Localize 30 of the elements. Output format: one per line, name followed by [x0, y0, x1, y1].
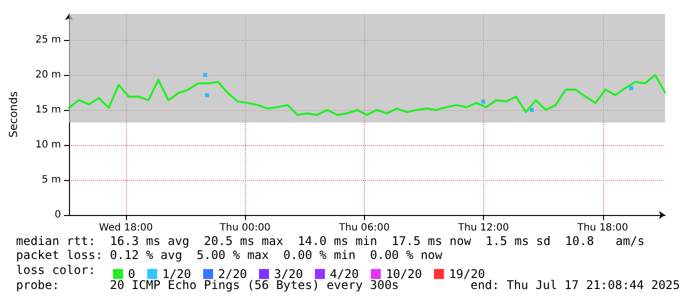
text: packet loss: 0.12 % avg 5.00 % max 0.00 % min 0.00 % now: [16, 248, 444, 262]
line-series: [68, 74, 666, 116]
x-tick-label: Thu 00:00: [218, 222, 271, 234]
point: [629, 86, 634, 90]
legend-label: 19/20: [448, 267, 486, 281]
y-tick-label: 0: [54, 210, 61, 220]
legend-label: 0: [128, 267, 136, 281]
legend-label: 10/20: [386, 267, 422, 281]
point: [530, 108, 534, 112]
x-tick-label: Thu 12:00: [457, 222, 509, 234]
legend-label: 4/20: [330, 267, 359, 281]
x-tick-label: Thu 18:00: [576, 222, 628, 234]
point: [205, 93, 210, 98]
y-tick-label: 10 m: [35, 139, 61, 150]
y-axis-title: Seconds: [7, 91, 20, 138]
y-tick-label: 25 m: [35, 34, 61, 46]
y-tick-label: 15 m: [35, 104, 61, 116]
legend-label: 1/20: [162, 267, 192, 281]
legend-title: loss color:: [16, 263, 96, 277]
point: [481, 100, 486, 104]
legend-label: 2/20: [218, 267, 248, 281]
point: [203, 72, 208, 77]
text: median rtt: 16.3 ms avg 20.5 ms max 14.0 ms min 17.5 ms now 1.5 ms sd 10.8 am/s: [16, 234, 645, 248]
x-tick-label: Wed 18:00: [99, 222, 153, 234]
text: end: Thu Jul 17 21:08:44 2025: [470, 278, 680, 292]
x-tick-label: Thu 06:00: [338, 222, 390, 234]
y-tick-label: 5 m: [42, 174, 61, 186]
y-tick-label: 20 m: [35, 69, 61, 80]
text: probe: 20 ICMP Echo Pings (56 Bytes) every 300s: [16, 278, 399, 292]
legend-label: 3/20: [274, 267, 303, 281]
